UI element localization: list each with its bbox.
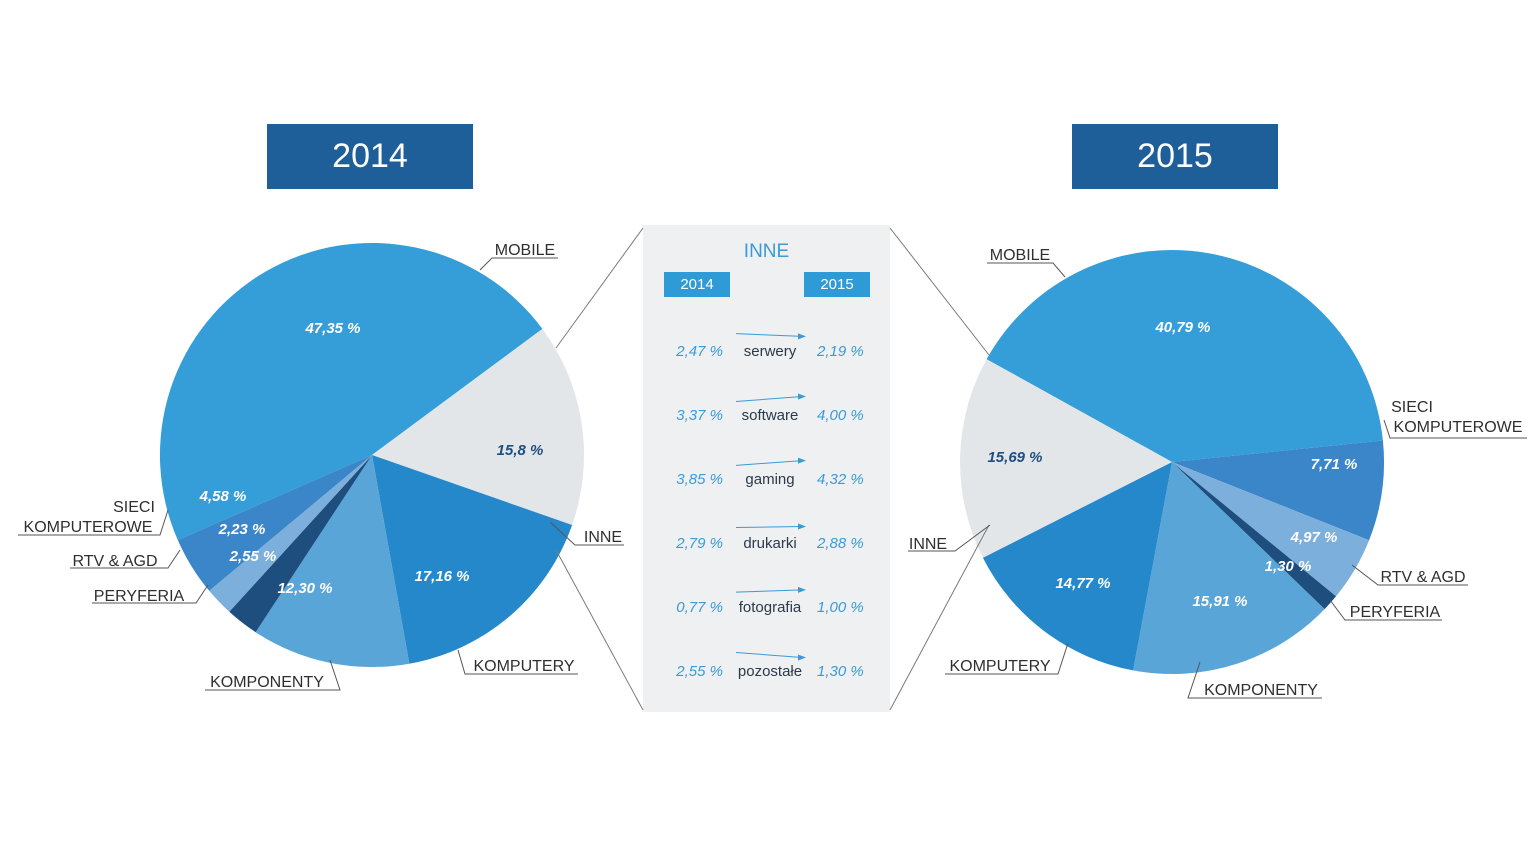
value-label-2015-2: 4,97 % [1290, 529, 1338, 546]
value-label-2014-6: 4,58 % [199, 488, 247, 505]
year-2014-header: 2014 [267, 124, 473, 189]
slice-2014-komponenty [255, 455, 410, 668]
inne-row-value-2014: 2,79 % [676, 535, 723, 552]
pie-2014: 47,35 % 15,8 % 17,16 % 12,30 %2,55 % 2,23 % 4… [159, 242, 584, 668]
slice-2015-mobile [986, 250, 1383, 462]
label-2014-peryferia: PERYFERIA [94, 588, 185, 605]
label-2015-komponenty: KOMPONENTY [1204, 682, 1318, 699]
label-2015-sieci-1: SIECI [1391, 399, 1433, 416]
inne-row-value-2014: 2,47 % [676, 343, 723, 360]
label-2014-rtv: RTV & AGD [72, 553, 157, 570]
pie-2015: 40,79 % 7,71 % 4,97 % 1,30 % 15,91 % 14,77 % 1… [960, 250, 1385, 674]
value-label-2015-1: 7,71 % [1311, 456, 1358, 473]
value-label-2015-3: 1,30 % [1265, 558, 1312, 575]
label-2014-sieci-2: KOMPUTEROWE [24, 519, 153, 536]
inne-row-category: drukarki [743, 535, 797, 552]
inne-col-2015: 2015 [804, 272, 870, 297]
value-label-2015-0: 40,79 % [1154, 319, 1210, 336]
inne-row-3: 2,79 % drukarki 2,88 % [643, 523, 890, 557]
slice-2015-komputery [982, 462, 1172, 671]
label-2015-peryferia: PERYFERIA [1350, 604, 1441, 621]
value-label-2014-2: 17,16 % [414, 568, 469, 585]
value-label-2015-4: 15,91 % [1192, 593, 1247, 610]
slice-2015-rtv-agd [1172, 462, 1370, 597]
inne-row-value-2014: 3,37 % [676, 407, 723, 424]
label-2015-rtv: RTV & AGD [1380, 569, 1465, 586]
inne-panel-title: INNE [743, 241, 790, 262]
inne-row-value-2015: 1,30 % [817, 663, 864, 680]
label-2015-komputery: KOMPUTERY [949, 658, 1050, 675]
inne-col-2014: 2014 [664, 272, 730, 297]
inne-row-value-2014: 2,55 % [676, 663, 723, 680]
zoom-connector-lines [555, 227, 990, 711]
label-2015-sieci-2: KOMPUTEROWE [1394, 419, 1523, 436]
slice-2014-sieci-komputerowe [177, 455, 372, 591]
inne-row-value-2014: 0,77 % [676, 599, 723, 616]
slice-2014-rtv-agd [209, 455, 372, 612]
trend-arrow-icon [735, 393, 806, 402]
inne-row-4: 0,77 % fotografia 1,00 % [643, 586, 890, 621]
label-2014-sieci-1: SIECI [113, 499, 155, 516]
inne-row-category: software [741, 407, 799, 424]
inne-row-2: 3,85 % gaming 4,32 % [643, 457, 890, 493]
value-label-2014-4: 2,55 % [229, 548, 277, 565]
inne-row-value-2014: 3,85 % [676, 471, 723, 488]
inne-row-value-2015: 4,32 % [817, 471, 864, 488]
slice-2014-mobile [159, 242, 543, 541]
leader-lines-2015 [908, 262, 1527, 699]
slice-2014-inne [372, 328, 584, 525]
inne-row-5: 2,55 % pozostałe 1,30 % [643, 652, 890, 685]
inne-row-category: fotografia [738, 599, 802, 616]
slice-2015-peryferia [1172, 462, 1336, 610]
inne-row-value-2015: 2,19 % [817, 343, 864, 360]
label-2014-mobile: MOBILE [495, 242, 555, 259]
trend-arrow-icon [735, 333, 806, 340]
inne-row-0: 2,47 % serwery 2,19 % [643, 333, 890, 365]
value-label-2014-1: 15,8 % [497, 442, 544, 459]
inne-row-category: pozostałe [737, 663, 803, 680]
trend-arrow-icon [735, 457, 806, 466]
trend-arrow-icon [735, 523, 806, 530]
value-label-2014-0: 47,35 % [304, 320, 360, 337]
outside-labels-2015: MOBILE SIECI KOMPUTEROWE RTV & AGD PERYF… [909, 247, 1523, 699]
label-2014-komponenty: KOMPONENTY [210, 674, 324, 691]
label-2014-inne: INNE [584, 529, 622, 546]
year-2015-header: 2015 [1072, 124, 1278, 189]
slice-2015-inne [960, 359, 1172, 558]
inne-row-value-2015: 4,00 % [817, 407, 864, 424]
inne-row-1: 3,37 % software 4,00 % [643, 393, 890, 429]
inne-row-value-2015: 2,88 % [817, 535, 864, 552]
inne-row-category: gaming [745, 471, 795, 488]
trend-arrow-icon [735, 586, 806, 593]
inne-row-value-2015: 1,00 % [817, 599, 864, 616]
outside-labels-2014: MOBILE INNE KOMPUTERY KOMPONENTY PERYFER… [24, 242, 623, 691]
value-label-2014-3: 12,30 % [277, 580, 332, 597]
slice-2015-komponenty [1133, 462, 1325, 674]
label-2014-komputery: KOMPUTERY [473, 658, 574, 675]
value-label-2014-5: 2,23 % [218, 521, 266, 538]
slice-2014-peryferia [229, 455, 372, 633]
value-label-2015-6: 15,69 % [987, 449, 1042, 466]
slice-2015-sieci-komputerowe [1172, 440, 1385, 541]
inne-row-category: serwery [743, 343, 797, 360]
slice-2014-komputery [372, 455, 573, 664]
label-2015-mobile: MOBILE [990, 247, 1050, 264]
leader-lines-2014 [18, 257, 624, 691]
inne-breakdown-panel: INNE 2014 2015 2,47 % serwery 2,19 % 3,37 %… [643, 225, 890, 712]
value-label-2015-5: 14,77 % [1055, 575, 1110, 592]
label-2015-inne: INNE [909, 536, 947, 553]
trend-arrow-icon [735, 652, 806, 661]
